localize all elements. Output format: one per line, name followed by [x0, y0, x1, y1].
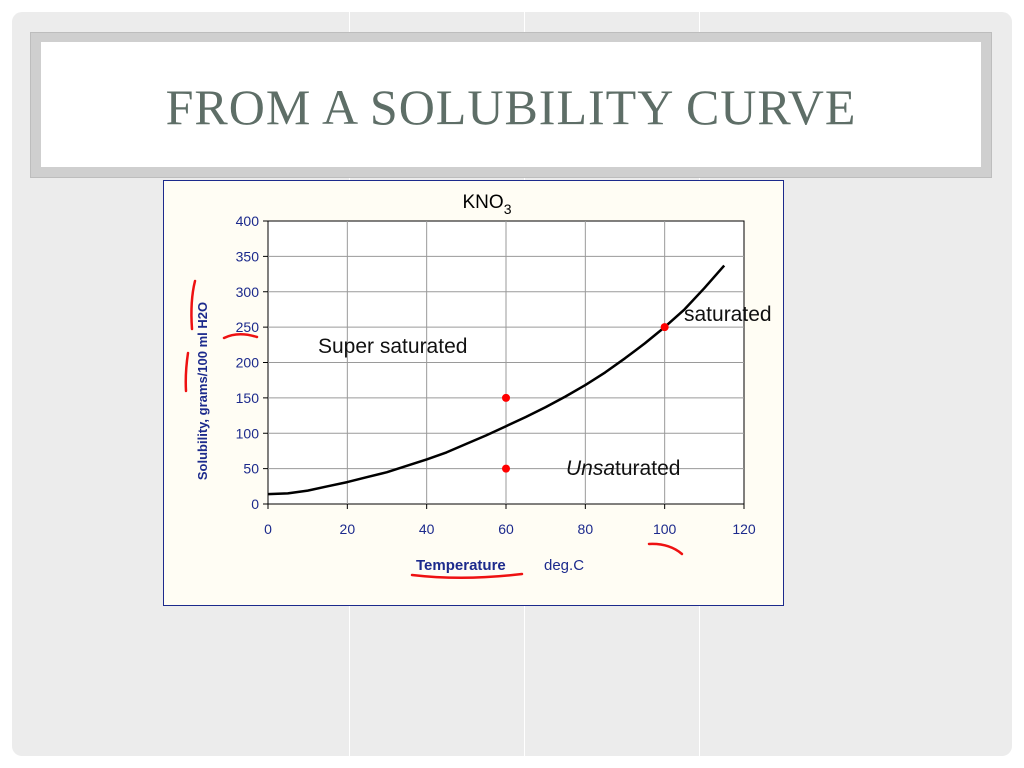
chart-panel: 0 50 100 150 200 250 300 350 400 0 20 40 60 80 100 120 … — [163, 180, 784, 606]
y-tick-label: 350 — [236, 248, 260, 264]
x-tick-label: 80 — [578, 521, 594, 537]
curve-layer — [267, 264, 726, 496]
y-tick-label: 0 — [251, 496, 259, 512]
chart-title: KNO3 — [463, 192, 512, 217]
label-super-saturated: Super saturated — [318, 335, 468, 358]
y-tick-label: 150 — [236, 390, 260, 406]
ink-mark — [190, 279, 197, 331]
data-point-marker — [660, 323, 669, 332]
y-axis-label: Solubility, grams/100 ml H2O — [195, 302, 210, 480]
x-tick-label: 0 — [264, 521, 272, 537]
label-unsaturated: Unsaturated — [566, 457, 680, 481]
label-unsaturated-rest: turated — [615, 457, 681, 480]
x-tick-label: 20 — [340, 521, 356, 537]
x-tick-label: 60 — [498, 521, 514, 537]
y-tick-label: 100 — [236, 425, 260, 441]
data-point-marker — [502, 464, 510, 473]
handwritten-marks — [184, 279, 684, 580]
chart-title-main: KNO — [463, 192, 504, 213]
label-unsaturated-italic: Uns — [566, 457, 604, 480]
ink-mark — [222, 333, 259, 340]
chart-title-subscript: 3 — [504, 201, 512, 217]
ink-mark — [410, 572, 524, 580]
title-box: FROM A SOLUBILITY CURVE — [41, 42, 981, 167]
y-tick-label: 200 — [236, 355, 260, 371]
x-tick-label: 40 — [419, 521, 435, 537]
solubility-curve — [267, 264, 726, 496]
y-tick-label: 50 — [243, 461, 259, 477]
label-saturated: saturated — [684, 303, 772, 326]
slide-title: FROM A SOLUBILITY CURVE — [165, 78, 857, 135]
x-tick-label: 120 — [732, 521, 756, 537]
data-point-marker — [502, 393, 510, 402]
x-axis-label-main: Temperature — [416, 557, 506, 574]
label-unsaturated-italic2: a — [603, 457, 616, 480]
point-layer — [502, 323, 669, 473]
y-tick-label: 300 — [236, 284, 260, 300]
grid-lines — [263, 220, 745, 509]
x-axis-label-unit: deg.C — [544, 557, 584, 574]
x-tick-label: 100 — [653, 521, 677, 537]
y-tick-label: 400 — [236, 213, 260, 229]
y-tick-label: 250 — [236, 319, 260, 335]
ink-mark — [184, 351, 190, 393]
ink-mark — [647, 542, 684, 556]
tick-labels: 0 50 100 150 200 250 300 350 400 0 20 40 60 80 100 120 — [236, 213, 756, 537]
